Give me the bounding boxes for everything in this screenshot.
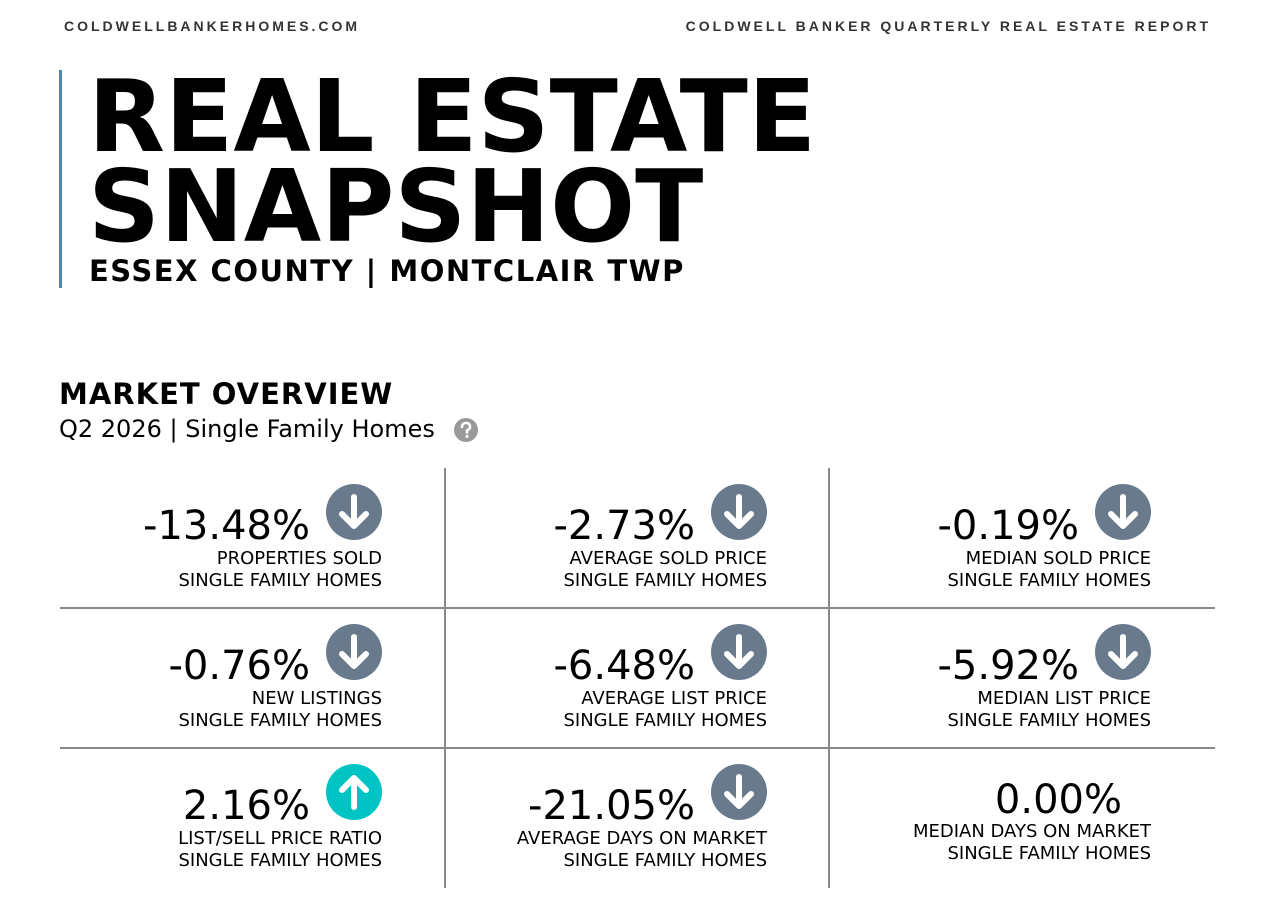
trend-icon	[326, 624, 382, 680]
metric-label: AVERAGE DAYS ON MARKET	[516, 828, 767, 849]
title-line: REAL ESTATE	[88, 58, 817, 175]
metric-value: -21.05%	[528, 783, 695, 829]
metric-label: AVERAGE LIST PRICE	[581, 688, 767, 709]
trend-icon	[711, 624, 767, 680]
title-line: SNAPSHOT	[88, 148, 704, 265]
metric-value: 2.16%	[182, 783, 310, 829]
divider	[828, 468, 830, 888]
metric-label: MEDIAN DAYS ON MARKET	[912, 821, 1151, 842]
metric-sublabel: SINGLE FAMILY HOMES	[563, 570, 767, 591]
trend-icon	[326, 484, 382, 540]
report-name: COLDWELL BANKER QUARTERLY REAL ESTATE RE…	[685, 18, 1211, 34]
metric-value: -0.76%	[168, 643, 310, 689]
metric-sublabel: SINGLE FAMILY HOMES	[947, 843, 1151, 864]
metric-sublabel: SINGLE FAMILY HOMES	[947, 570, 1151, 591]
divider	[444, 468, 446, 888]
metric-label: LIST/SELL PRICE RATIO	[178, 828, 382, 849]
metric-value: 0.00%	[994, 777, 1122, 823]
metric-sublabel: SINGLE FAMILY HOMES	[178, 570, 382, 591]
trend-icon	[711, 764, 767, 820]
metric-sublabel: SINGLE FAMILY HOMES	[947, 710, 1151, 731]
divider	[60, 747, 1215, 749]
section-title: MARKET OVERVIEW	[59, 377, 394, 411]
metric-sublabel: SINGLE FAMILY HOMES	[178, 850, 382, 871]
trend-icon	[1095, 484, 1151, 540]
accent-bar	[59, 70, 62, 288]
metric-label: NEW LISTINGS	[251, 688, 382, 709]
help-icon[interactable]	[454, 418, 478, 442]
divider	[60, 607, 1215, 609]
trend-icon	[1095, 624, 1151, 680]
site-name: COLDWELLBANKERHOMES.COM	[64, 18, 361, 34]
metric-value: -5.92%	[937, 643, 1079, 689]
trend-icon	[326, 764, 382, 820]
metric-label: MEDIAN LIST PRICE	[977, 688, 1151, 709]
metric-label: AVERAGE SOLD PRICE	[569, 548, 767, 569]
metric-value: -13.48%	[143, 503, 310, 549]
metric-value: -0.19%	[937, 503, 1079, 549]
metric-sublabel: SINGLE FAMILY HOMES	[178, 710, 382, 731]
metric-sublabel: SINGLE FAMILY HOMES	[563, 850, 767, 871]
trend-icon	[711, 484, 767, 540]
metric-label: MEDIAN SOLD PRICE	[965, 548, 1151, 569]
metric-value: -2.73%	[553, 503, 695, 549]
metric-label: PROPERTIES SOLD	[216, 548, 382, 569]
metric-value: -6.48%	[553, 643, 695, 689]
section-subtitle: Q2 2026 | Single Family Homes	[59, 415, 435, 443]
location: ESSEX COUNTY | MONTCLAIR TWP	[89, 254, 685, 288]
metric-sublabel: SINGLE FAMILY HOMES	[563, 710, 767, 731]
